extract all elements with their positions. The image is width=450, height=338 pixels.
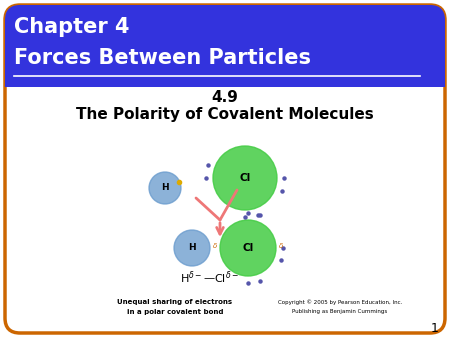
Text: 4.9: 4.9 [212,90,239,104]
Text: Cl: Cl [243,243,254,253]
Text: Publishing as Benjamin Cummings: Publishing as Benjamin Cummings [292,310,387,314]
Text: 1: 1 [431,321,439,335]
FancyBboxPatch shape [5,5,445,85]
Circle shape [149,172,181,204]
Text: in a polar covalent bond: in a polar covalent bond [127,309,223,315]
Text: $\delta$: $\delta$ [212,241,218,250]
Text: Forces Between Particles: Forces Between Particles [14,48,311,68]
Text: Unequal sharing of electrons: Unequal sharing of electrons [117,299,233,305]
Text: H: H [188,243,196,252]
Text: H: H [161,184,169,193]
Circle shape [213,146,277,210]
Bar [5,67,445,87]
Text: Copyright © 2005 by Pearson Education, Inc.: Copyright © 2005 by Pearson Education, I… [278,299,402,305]
Text: $\delta$: $\delta$ [278,241,284,250]
Circle shape [174,230,210,266]
Text: The Polarity of Covalent Molecules: The Polarity of Covalent Molecules [76,106,374,121]
Text: Cl: Cl [239,173,251,183]
Text: H$^{\delta-}$—Cl$^{\delta-}$: H$^{\delta-}$—Cl$^{\delta-}$ [180,270,239,286]
Circle shape [220,220,276,276]
Text: Chapter 4: Chapter 4 [14,17,130,37]
FancyBboxPatch shape [5,5,445,333]
